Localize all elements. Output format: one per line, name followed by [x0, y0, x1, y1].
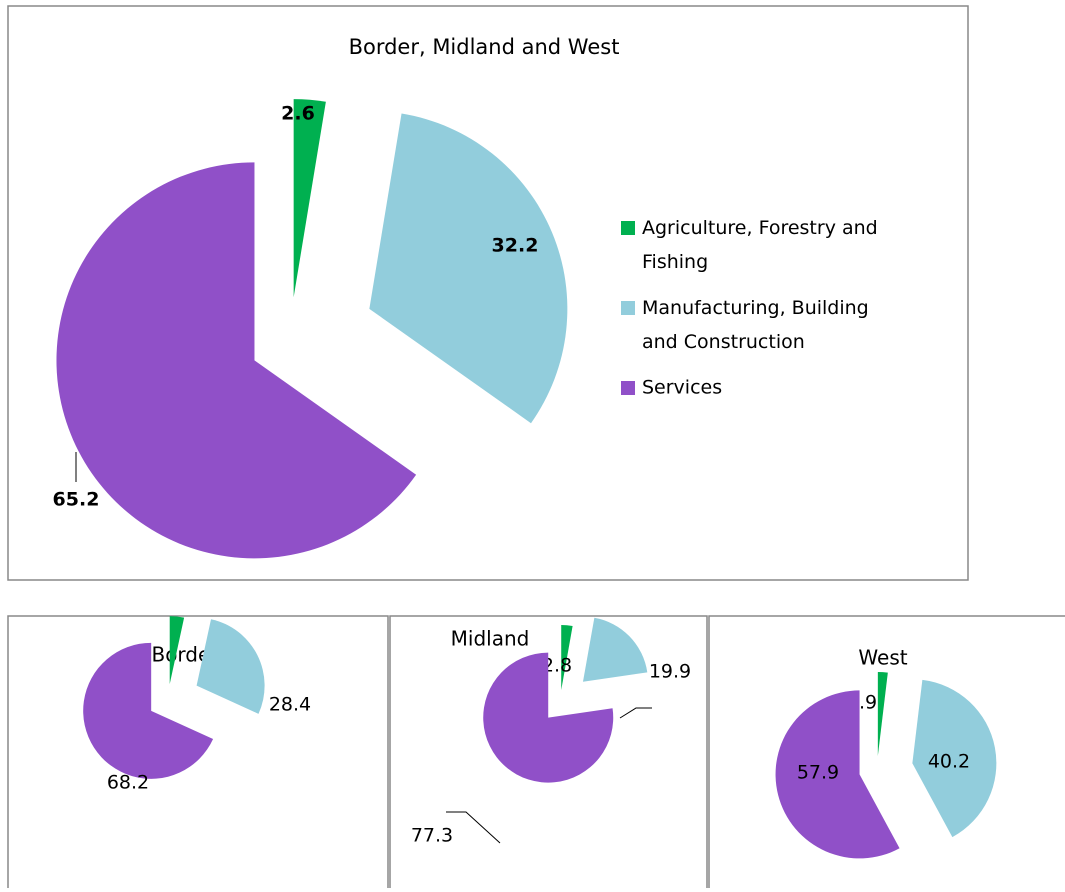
leader-line	[446, 811, 501, 844]
legend-label: Services	[642, 377, 722, 399]
chart-title: West	[858, 646, 907, 670]
data-label: 2.6	[281, 103, 315, 125]
pie-slice	[83, 642, 214, 779]
legend-label: Agriculture, Forestry and Fishing	[642, 217, 878, 273]
data-label: 40.2	[928, 751, 970, 773]
pie-slice	[293, 99, 326, 298]
legend-swatch	[621, 221, 635, 235]
pie-slice	[56, 162, 417, 559]
pie-slice	[369, 113, 568, 424]
data-label: 28.4	[269, 694, 311, 716]
pie-slice	[877, 672, 888, 757]
chart-title: Midland	[451, 627, 530, 651]
pie-slice	[169, 616, 185, 685]
pie-slice	[196, 619, 265, 714]
data-label: 65.2	[53, 489, 100, 511]
data-label: 2.8	[542, 655, 572, 677]
legend-swatch	[621, 381, 635, 395]
leader-line	[619, 707, 652, 719]
chart-title: Border, Midland and West	[349, 35, 620, 59]
pie-slice	[912, 679, 997, 838]
data-label: 77.3	[411, 825, 453, 847]
pie-slice	[775, 690, 900, 859]
legend-swatch	[621, 301, 635, 315]
data-label: 68.2	[107, 772, 149, 794]
pie-slice	[483, 652, 614, 783]
legend-label: Manufacturing, Building and Construction	[642, 297, 869, 353]
pie-slice	[561, 625, 573, 691]
pie-slice	[582, 617, 648, 682]
data-label: 32.2	[492, 235, 539, 257]
data-label: 57.9	[797, 762, 839, 784]
data-label: 19.9	[649, 661, 691, 683]
